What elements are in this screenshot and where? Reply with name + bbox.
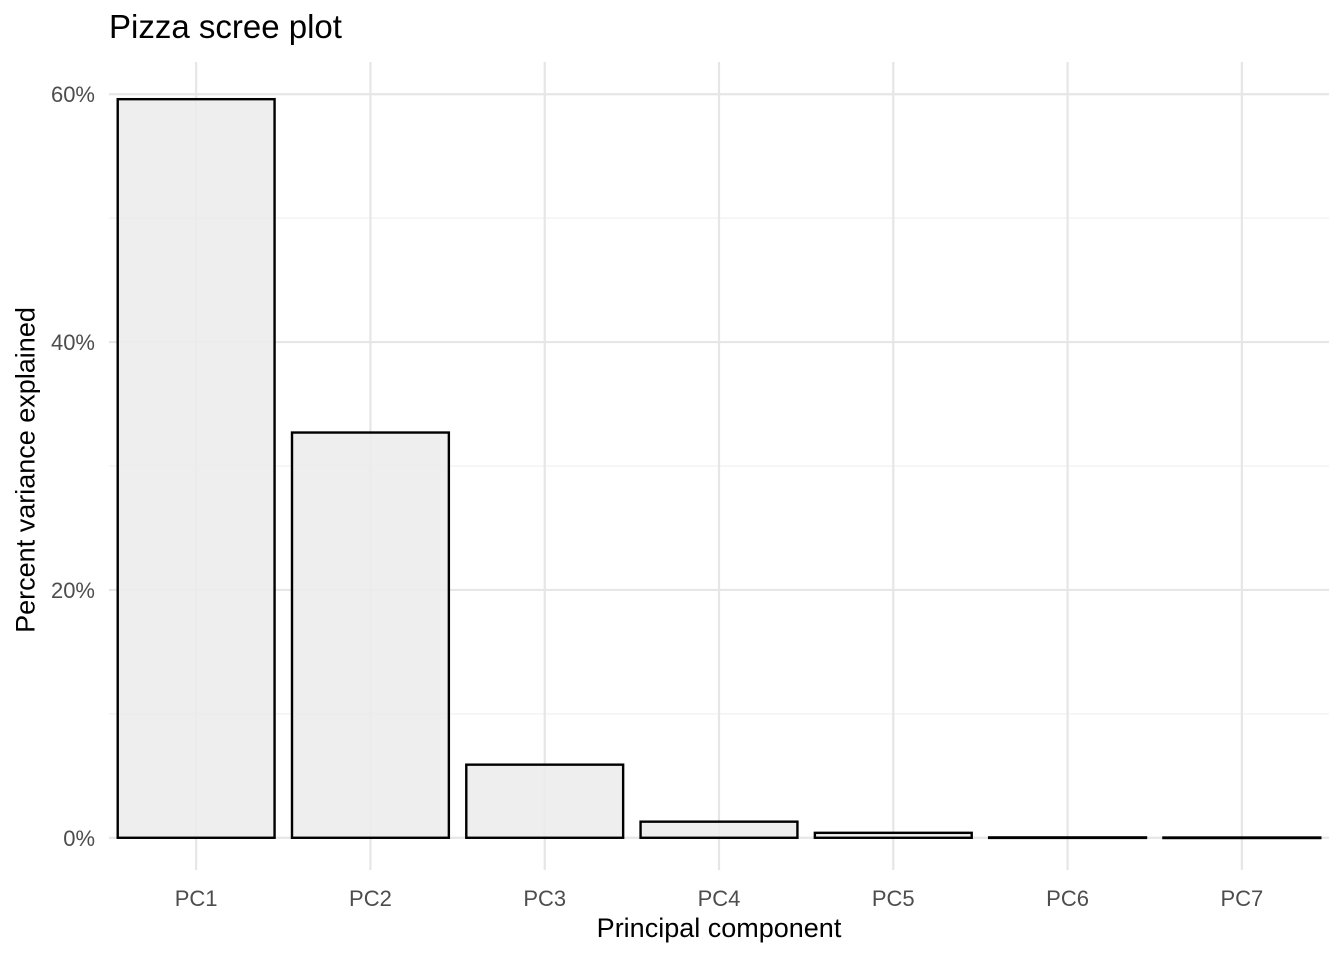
- x-tick-label: PC5: [872, 886, 915, 911]
- bar-pc5: [813, 831, 973, 839]
- x-tick-label: PC4: [698, 886, 741, 911]
- y-tick-label: 20%: [51, 578, 95, 603]
- x-axis-title: Principal component: [596, 913, 842, 943]
- chart-title: Pizza scree plot: [109, 8, 342, 45]
- x-tick-label: PC7: [1220, 886, 1263, 911]
- bar-pc1: [116, 97, 276, 839]
- x-tick-label: PC2: [349, 886, 392, 911]
- x-tick-label: PC1: [175, 886, 218, 911]
- bar-pc3: [465, 763, 625, 839]
- bar-pc2: [290, 431, 451, 839]
- y-tick-label: 40%: [51, 330, 95, 355]
- y-tick-label: 60%: [51, 82, 95, 107]
- bar-pc7: [1162, 836, 1322, 840]
- y-tick-label: 0%: [63, 826, 95, 851]
- x-tick-label: PC6: [1046, 886, 1089, 911]
- bar-pc4: [639, 820, 799, 839]
- x-tick-label: PC3: [523, 886, 566, 911]
- bar-pc6: [987, 836, 1148, 840]
